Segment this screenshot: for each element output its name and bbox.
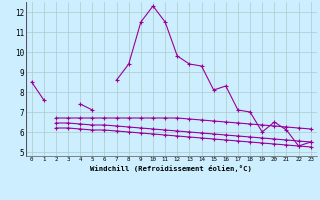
X-axis label: Windchill (Refroidissement éolien,°C): Windchill (Refroidissement éolien,°C) — [90, 165, 252, 172]
